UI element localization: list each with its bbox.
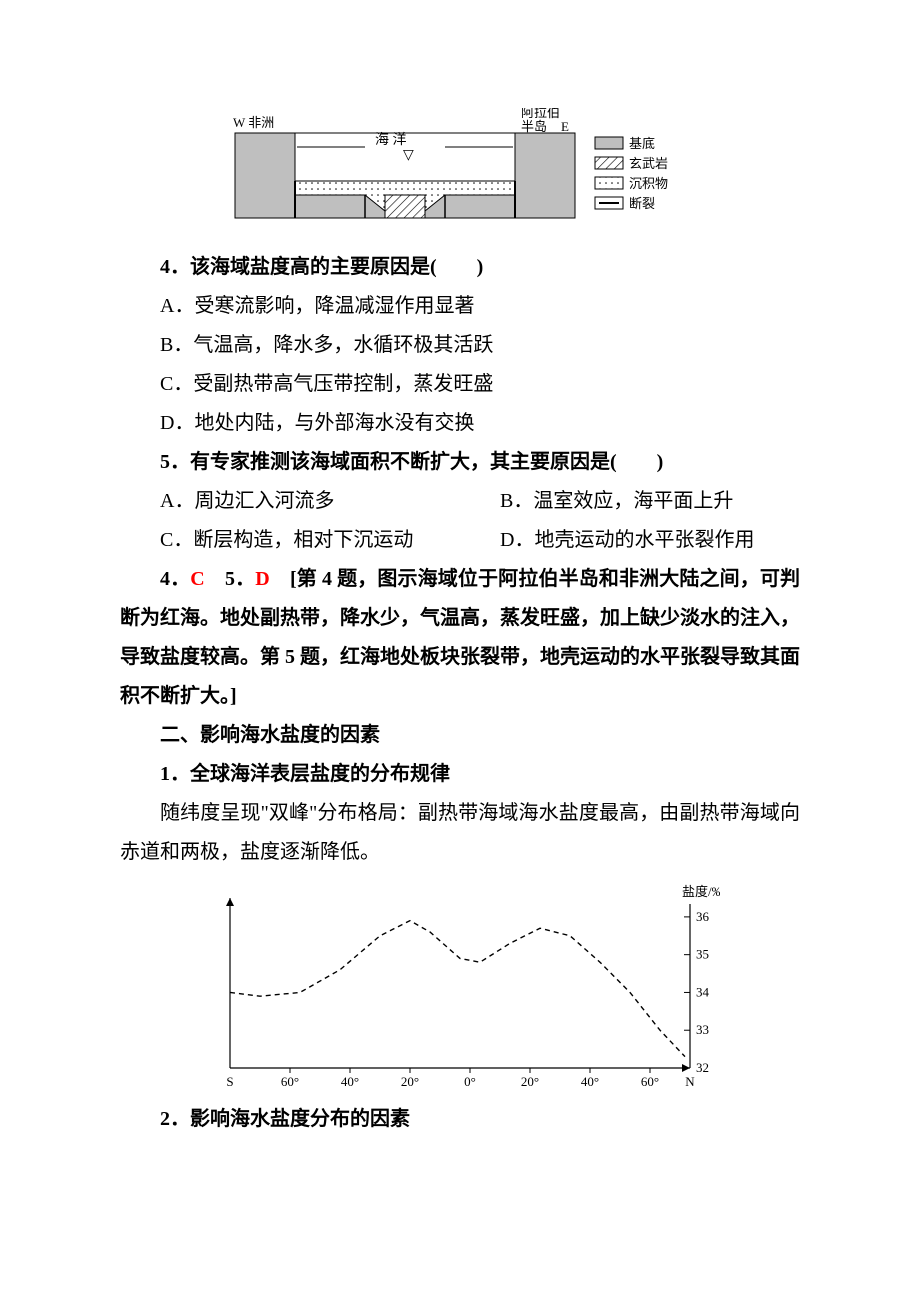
q4-a-text: A．受寒流影响，降温减湿作用显著 — [160, 295, 474, 317]
svg-text:20°: 20° — [521, 1074, 539, 1089]
svg-text:海 洋: 海 洋 — [375, 132, 407, 148]
svg-text:40°: 40° — [341, 1074, 359, 1089]
svg-text:S: S — [226, 1074, 233, 1089]
svg-text:▽: ▽ — [403, 148, 414, 163]
svg-text:断裂: 断裂 — [629, 196, 655, 211]
ans5-letter: D — [255, 568, 269, 590]
q4-option-c: C．受副热带高气压带控制，蒸发旺盛 — [120, 365, 800, 404]
q4-option-d: D．地处内陆，与外部海水没有交换 — [120, 404, 800, 443]
svg-text:34: 34 — [696, 984, 710, 999]
q5-option-a: A．周边汇入河流多 — [120, 482, 460, 521]
section2-p1-title: 1．全球海洋表层盐度的分布规律 — [120, 755, 800, 794]
svg-text:玄武岩: 玄武岩 — [629, 156, 668, 171]
ans-gap1 — [205, 568, 225, 590]
q5-row1: A．周边汇入河流多 B．温室效应，海平面上升 — [120, 482, 800, 521]
svg-text:60°: 60° — [281, 1074, 299, 1089]
q5-option-b: B．温室效应，海平面上升 — [460, 482, 800, 521]
q4-stem: 4．该海域盐度高的主要原因是( ) — [120, 248, 800, 287]
salinity-chart: 盐度/‰ 32 33 34 35 36 S 60° 40° 20° 0° 20° 40° 60° N — [120, 880, 800, 1090]
svg-text:0°: 0° — [464, 1074, 476, 1089]
svg-text:40°: 40° — [581, 1074, 599, 1089]
svg-text:半岛: 半岛 — [521, 119, 547, 134]
svg-text:盐度/‰: 盐度/‰ — [682, 884, 720, 899]
cross-section-svg: W 非洲海 洋▽阿拉伯半岛E基底玄武岩沉积物断裂 — [225, 108, 695, 238]
q4-option-a: A．受寒流影响，降温减湿作用显著 — [120, 287, 800, 326]
svg-text:沉积物: 沉积物 — [629, 176, 668, 191]
svg-text:60°: 60° — [641, 1074, 659, 1089]
q5-option-d: D．地壳运动的水平张裂作用 — [460, 521, 800, 560]
q5-stem: 5．有专家推测该海域面积不断扩大，其主要原因是( ) — [120, 443, 800, 482]
q4-c-text: C．受副热带高气压带控制，蒸发旺盛 — [160, 373, 493, 395]
svg-text:36: 36 — [696, 909, 710, 924]
section2-p1-body: 随纬度呈现"双峰"分布格局：副热带海域海水盐度最高，由副热带海域向赤道和两极，盐… — [120, 794, 800, 872]
answer-block: 4．C 5．D [第 4 题，图示海域位于阿拉伯半岛和非洲大陆之间，可判断为红海… — [120, 560, 800, 716]
ans5-num: 5． — [225, 568, 255, 590]
q4-b-text: B．气温高，降水多，水循环极其活跃 — [160, 334, 493, 356]
svg-text:32: 32 — [696, 1060, 709, 1075]
ans4-letter: C — [190, 568, 204, 590]
svg-text:E: E — [561, 119, 569, 134]
q5-option-c: C．断层构造，相对下沉运动 — [120, 521, 460, 560]
svg-text:35: 35 — [696, 947, 709, 962]
q4-option-b: B．气温高，降水多，水循环极其活跃 — [120, 326, 800, 365]
salinity-chart-svg: 盐度/‰ 32 33 34 35 36 S 60° 40° 20° 0° 20° 40° 60° N — [200, 880, 720, 1090]
q5-row2: C．断层构造，相对下沉运动 D．地壳运动的水平张裂作用 — [120, 521, 800, 560]
cross-section-diagram: W 非洲海 洋▽阿拉伯半岛E基底玄武岩沉积物断裂 — [120, 108, 800, 238]
svg-text:N: N — [685, 1074, 695, 1089]
q4-d-text: D．地处内陆，与外部海水没有交换 — [160, 412, 474, 434]
svg-text:W 非洲: W 非洲 — [233, 115, 274, 130]
section2-p2-title: 2．影响海水盐度分布的因素 — [120, 1100, 800, 1139]
svg-text:20°: 20° — [401, 1074, 419, 1089]
svg-text:基底: 基底 — [629, 136, 655, 151]
ans4-num: 4． — [160, 568, 190, 590]
svg-text:33: 33 — [696, 1022, 709, 1037]
section2-title: 二、影响海水盐度的因素 — [120, 716, 800, 755]
